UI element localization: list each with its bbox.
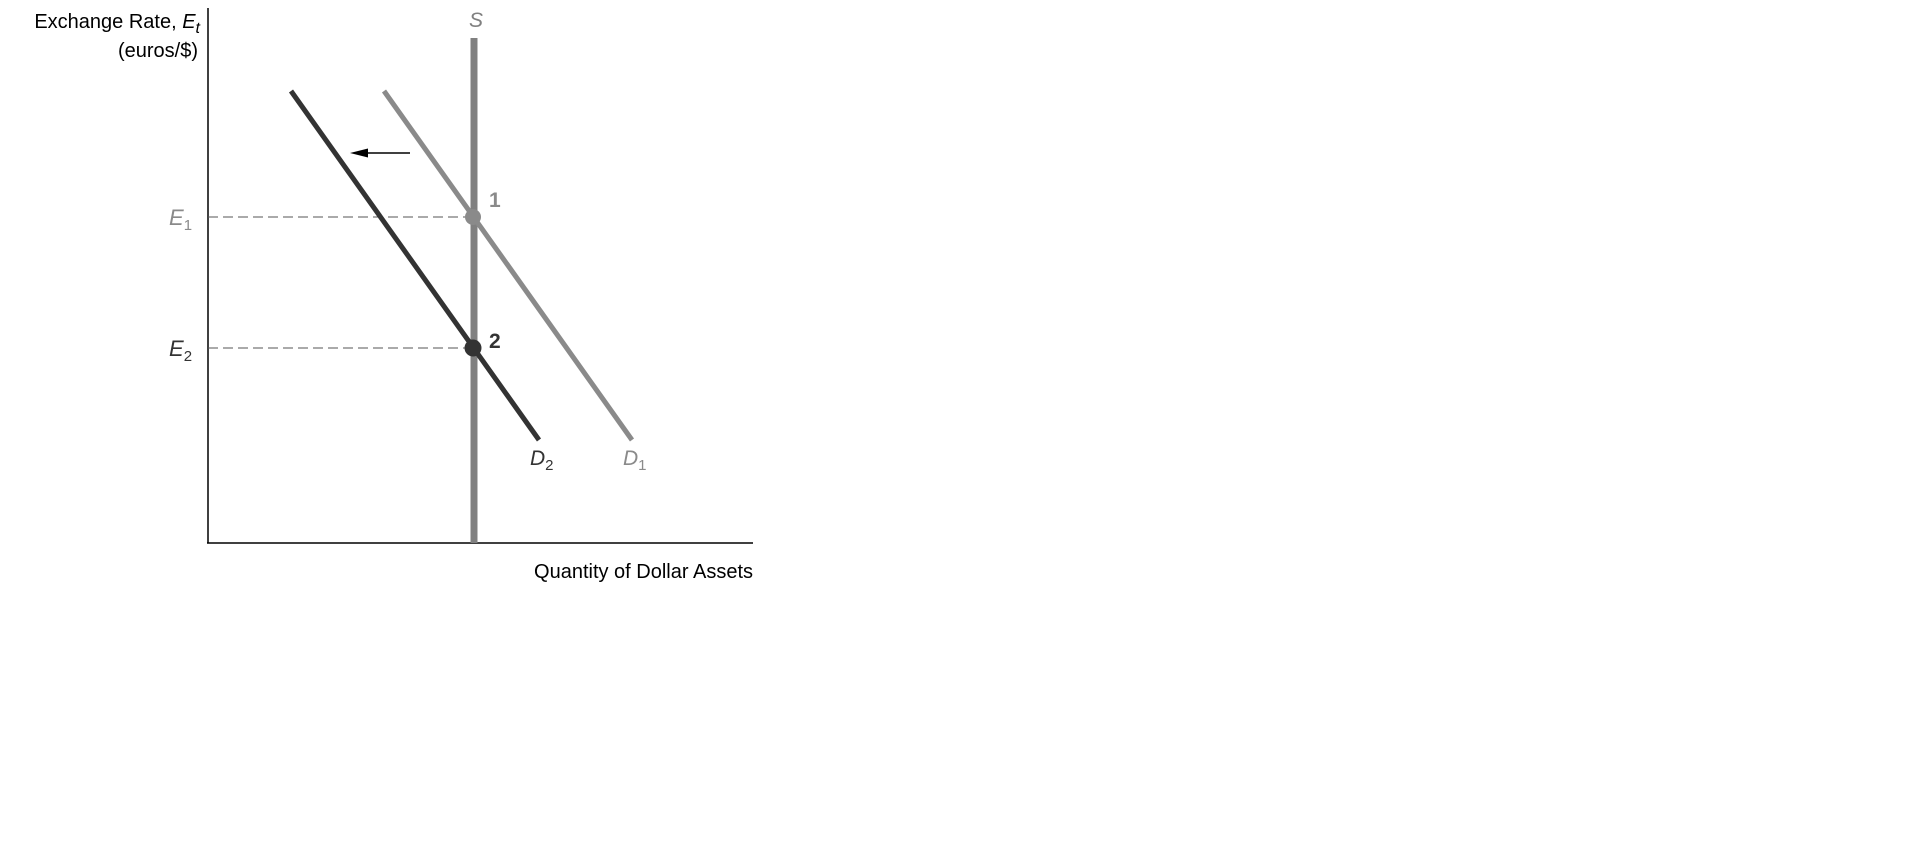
demand-d1-symbol: D [623,447,638,470]
demand-d2-label: D2 [530,447,554,474]
demand-d2-subscript: 2 [545,457,553,474]
point-1-label: 1 [489,189,501,212]
e2-symbol: E [169,336,184,361]
equilibrium-point-2 [464,339,482,357]
y-axis-title-subscript: t [196,20,201,37]
demand-d1-label: D1 [623,447,647,474]
y-axis-title: Exchange Rate, Et [34,11,200,37]
e1-symbol: E [169,205,184,230]
demand-d2-symbol: D [530,447,545,470]
demand-curve-d2 [288,89,542,442]
x-axis-title: Quantity of Dollar Assets [534,561,753,583]
y-axis-units: (euros/$) [118,40,198,62]
supply-label: S [469,9,483,32]
e2-axis-label: E2 [169,336,192,365]
e1-subscript: 1 [184,217,192,234]
point-2-label: 2 [489,330,501,353]
demand-curve-d1 [381,89,635,442]
y-axis-title-symbol: E [182,11,196,33]
e1-axis-label: E1 [169,205,192,234]
demand-d1-subscript: 1 [638,457,646,474]
equilibrium-point-1 [465,209,481,225]
e2-subscript: 2 [184,348,192,365]
y-axis-title-text: Exchange Rate, [34,11,182,33]
shift-left-arrow [350,148,410,158]
